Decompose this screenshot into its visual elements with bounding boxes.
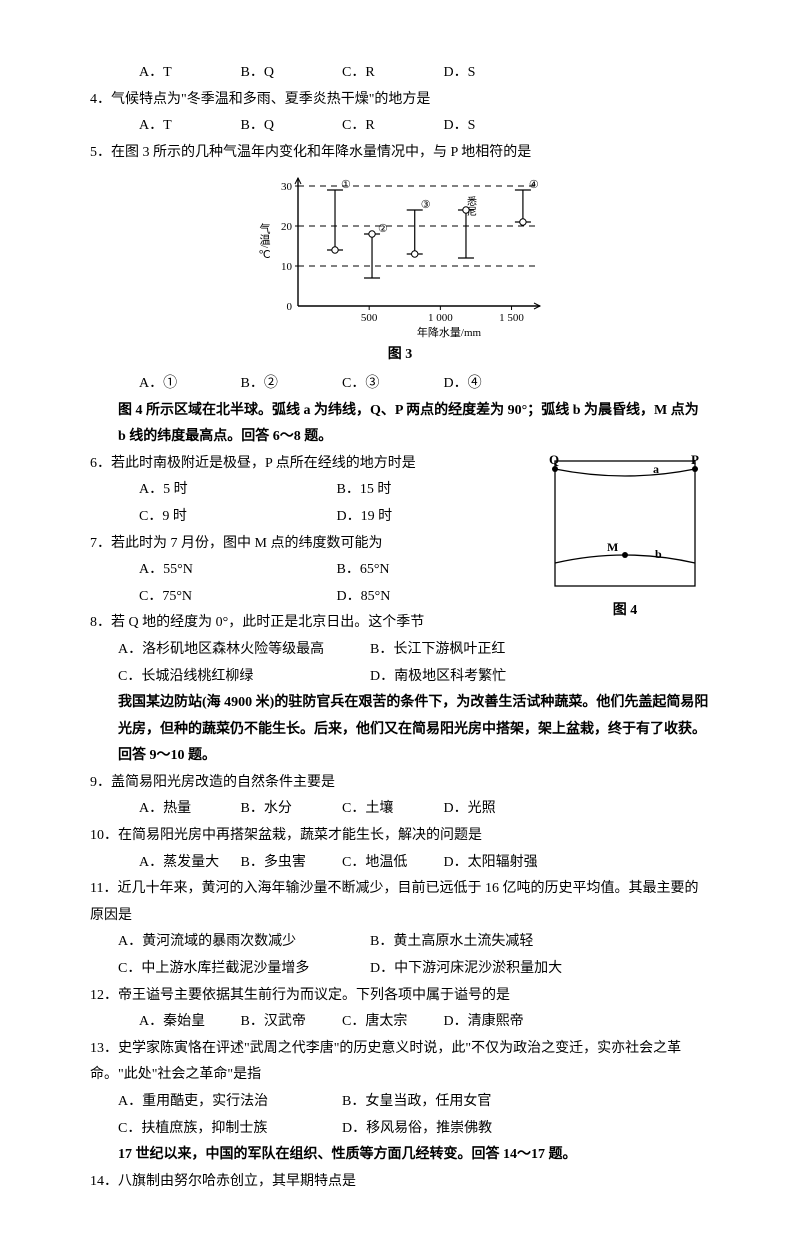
q5-opt-b: B．② xyxy=(241,371,339,398)
figure-3-chart: 10 20 30 0 500 1 000 1 500 年降水量/mm 气温/℃ ① ② ③ ④ 悉尼 xyxy=(250,170,550,340)
svg-text:P: P xyxy=(691,452,699,467)
q13-opt-c: C．扶植庶族，抑制士族 xyxy=(118,1116,342,1143)
q5-options: A．① B．② C．③ D．④ xyxy=(90,371,710,398)
q6-opt-a: A．5 时 xyxy=(139,477,337,504)
q10-opt-c: C．地温低 xyxy=(342,850,440,877)
q9-opt-b: B．水分 xyxy=(241,796,339,823)
q12-stem: 12．帝王谥号主要依据其生前行为而议定。下列各项中属于谥号的是 xyxy=(90,983,710,1010)
svg-text:b: b xyxy=(655,547,662,561)
svg-text:10: 10 xyxy=(281,261,293,273)
stem-6-8: 图 4 所示区域在北半球。弧线 a 为纬线，Q、P 两点的经度差为 90°；弧线… xyxy=(90,398,710,451)
q7-opt-d: D．85°N xyxy=(337,584,535,611)
q8-opt-d: D．南极地区科考繁忙 xyxy=(370,664,594,691)
svg-text:20: 20 xyxy=(281,221,293,233)
figure-4-diagram: Q Pa Mb xyxy=(545,451,705,596)
svg-text:0: 0 xyxy=(287,301,293,313)
q6-options-row2: C．9 时 D．19 时 xyxy=(90,504,534,531)
svg-text:②: ② xyxy=(378,223,388,235)
svg-text:M: M xyxy=(607,540,618,554)
q9-opt-a: A．热量 xyxy=(139,796,237,823)
q12-opt-d: D．清康熙帝 xyxy=(444,1009,542,1036)
q10-stem: 10．在简易阳光房中再搭架盆栽，蔬菜才能生长，解决的问题是 xyxy=(90,823,710,850)
q3-options: A．T B．Q C．R D．S xyxy=(90,60,710,87)
q7-options-row2: C．75°N D．85°N xyxy=(90,584,534,611)
svg-text:④: ④ xyxy=(529,179,539,191)
q9-options: A．热量 B．水分 C．土壤 D．光照 xyxy=(90,796,710,823)
q10-opt-b: B．多虫害 xyxy=(241,850,339,877)
svg-text:年降水量/mm: 年降水量/mm xyxy=(417,325,482,339)
q11-opt-a: A．黄河流域的暴雨次数减少 xyxy=(118,929,370,956)
svg-text:a: a xyxy=(653,462,659,476)
svg-text:1 500: 1 500 xyxy=(499,312,524,324)
q7-opt-b: B．65°N xyxy=(337,557,535,584)
q5-opt-a: A．① xyxy=(139,371,237,398)
q12-opt-c: C．唐太宗 xyxy=(342,1009,440,1036)
q11-stem: 11．近几十年来，黄河的入海年输沙量不断减少，目前已远低于 16 亿吨的历史平均… xyxy=(90,876,710,929)
q4-opt-c: C．R xyxy=(342,113,440,140)
svg-text:500: 500 xyxy=(361,312,378,324)
q5-opt-d: D．④ xyxy=(444,371,542,398)
q8-opt-a: A．洛杉矶地区森林火险等级最高 xyxy=(118,637,370,664)
q14-stem: 14．八旗制由努尔哈赤创立，其早期特点是 xyxy=(90,1169,710,1196)
figure-4: Q Pa Mb 图 4 xyxy=(540,451,710,625)
stem-9-10: 我国某边防站(海 4900 米)的驻防官兵在艰苦的条件下，为改善生活试种蔬菜。他… xyxy=(90,690,710,770)
q3-opt-d: D．S xyxy=(444,60,542,87)
q8-opt-b: B．长江下游枫叶正红 xyxy=(370,637,594,664)
q12-opt-a: A．秦始皇 xyxy=(139,1009,237,1036)
figure-4-caption: 图 4 xyxy=(540,598,710,625)
q10-options: A．蒸发量大 B．多虫害 C．地温低 D．太阳辐射强 xyxy=(90,850,710,877)
q6-opt-b: B．15 时 xyxy=(337,477,535,504)
q12-options: A．秦始皇 B．汉武帝 C．唐太宗 D．清康熙帝 xyxy=(90,1009,710,1036)
q4-options: A．T B．Q C．R D．S xyxy=(90,113,710,140)
q11-options-row1: A．黄河流域的暴雨次数减少 B．黄土高原水土流失减轻 xyxy=(90,929,710,956)
q6-opt-c: C．9 时 xyxy=(139,504,337,531)
svg-text:①: ① xyxy=(341,179,351,191)
svg-text:③: ③ xyxy=(421,199,431,211)
q13-opt-b: B．女皇当政，任用女官 xyxy=(342,1089,566,1116)
q3-opt-b: B．Q xyxy=(241,60,339,87)
q4-opt-d: D．S xyxy=(444,113,542,140)
q10-opt-d: D．太阳辐射强 xyxy=(444,850,542,877)
q7-opt-c: C．75°N xyxy=(139,584,337,611)
q5-opt-c: C．③ xyxy=(342,371,440,398)
q13-opt-a: A．重用酷吏，实行法治 xyxy=(118,1089,342,1116)
q9-opt-d: D．光照 xyxy=(444,796,542,823)
q11-opt-c: C．中上游水库拦截泥沙量增多 xyxy=(118,956,370,983)
q3-opt-c: C．R xyxy=(342,60,440,87)
figure-3: 10 20 30 0 500 1 000 1 500 年降水量/mm 气温/℃ ① ② ③ ④ 悉尼 图 … xyxy=(90,170,710,369)
q11-options-row2: C．中上游水库拦截泥沙量增多 D．中下游河床泥沙淤积量加大 xyxy=(90,956,710,983)
q11-opt-d: D．中下游河床泥沙淤积量加大 xyxy=(370,956,594,983)
q4-opt-b: B．Q xyxy=(241,113,339,140)
q4-opt-a: A．T xyxy=(139,113,237,140)
q5-stem: 5．在图 3 所示的几种气温年内变化和年降水量情况中，与 P 地相符的是 xyxy=(90,140,710,167)
stem-14-17: 17 世纪以来，中国的军队在组织、性质等方面几经转变。回答 14～17 题。 xyxy=(90,1142,710,1169)
q3-opt-a: A．T xyxy=(139,60,237,87)
q6-opt-d: D．19 时 xyxy=(337,504,535,531)
q11-opt-b: B．黄土高原水土流失减轻 xyxy=(370,929,594,956)
svg-text:30: 30 xyxy=(281,181,293,193)
q13-opt-d: D．移风易俗，推崇佛教 xyxy=(342,1116,566,1143)
svg-text:Q: Q xyxy=(549,452,559,467)
svg-text:悉尼: 悉尼 xyxy=(464,196,476,217)
q8-opt-c: C．长城沿线桃红柳绿 xyxy=(118,664,370,691)
q9-opt-c: C．土壤 xyxy=(342,796,440,823)
q13-options-row2: C．扶植庶族，抑制士族 D．移风易俗，推崇佛教 xyxy=(90,1116,710,1143)
q12-opt-b: B．汉武帝 xyxy=(241,1009,339,1036)
q6-options-row1: A．5 时 B．15 时 xyxy=(90,477,534,504)
figure-3-caption: 图 3 xyxy=(90,342,710,369)
q8-options-row2: C．长城沿线桃红柳绿 D．南极地区科考繁忙 xyxy=(90,664,710,691)
q7-options-row1: A．55°N B．65°N xyxy=(90,557,534,584)
svg-text:1 000: 1 000 xyxy=(428,312,453,324)
q13-options-row1: A．重用酷吏，实行法治 B．女皇当政，任用女官 xyxy=(90,1089,710,1116)
q9-stem: 9．盖简易阳光房改造的自然条件主要是 xyxy=(90,770,710,797)
q13-stem: 13．史学家陈寅恪在评述"武周之代李唐"的历史意义时说，此"不仅为政治之变迁，实… xyxy=(90,1036,710,1089)
q7-opt-a: A．55°N xyxy=(139,557,337,584)
svg-text:气温/℃: 气温/℃ xyxy=(258,222,271,261)
q10-opt-a: A．蒸发量大 xyxy=(139,850,237,877)
q4-stem: 4．气候特点为"冬季温和多雨、夏季炎热干燥"的地方是 xyxy=(90,87,710,114)
q8-options-row1: A．洛杉矶地区森林火险等级最高 B．长江下游枫叶正红 xyxy=(90,637,710,664)
